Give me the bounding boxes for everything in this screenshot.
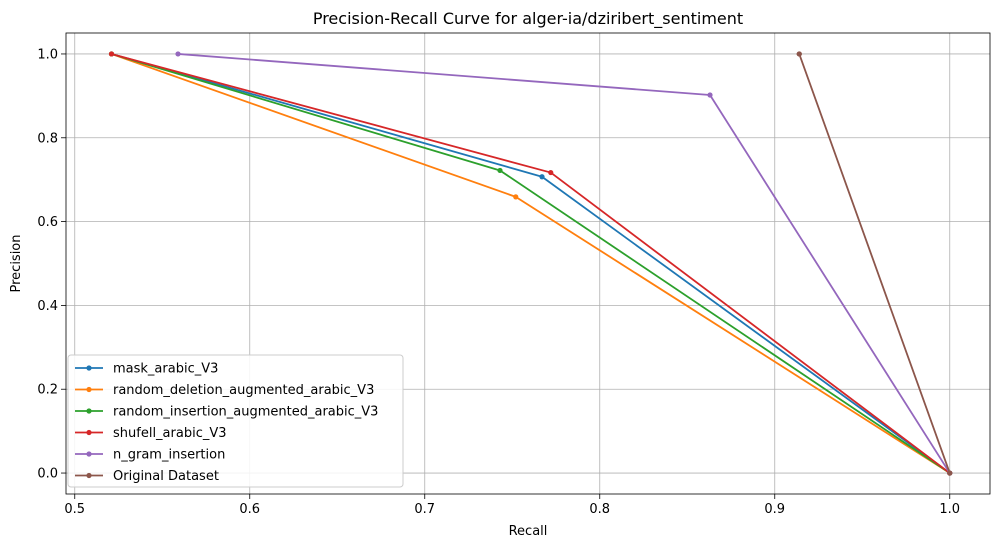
data-point [497,167,503,174]
x-tick-label: 0.6 [239,502,260,517]
legend-label: shufell_arabic_V3 [113,426,227,441]
y-tick-label: 1.0 [37,47,58,62]
y-tick-label: 0.6 [37,215,58,230]
data-point [108,51,115,57]
x-axis-label: Recall [509,524,548,539]
legend-marker [86,365,92,371]
legend-marker [86,386,92,393]
legend-marker [86,451,92,457]
x-tick-label: 1.0 [939,502,960,517]
legend-label: random_insertion_augmented_arabic_V3 [113,405,378,420]
data-point [175,51,181,57]
series-layer [108,51,953,476]
legend-marker [86,472,92,479]
legend-label: mask_arabic_V3 [113,362,218,377]
chart-title: Precision-Recall Curve for alger-ia/dzir… [313,9,743,29]
plot-frame [65,32,991,495]
legend-box [67,354,404,488]
y-tick-label: 0.2 [37,383,58,398]
y-tick-label: 0.0 [37,467,58,482]
x-tick-label: 0.7 [414,502,435,517]
y-tick-label: 0.8 [37,131,58,146]
y-tick-label: 0.4 [37,299,58,314]
y-axis-label: Precision [9,234,24,292]
data-point [513,194,519,200]
legend-label: Original Dataset [113,469,219,484]
legend-marker [86,429,92,436]
series-line [798,53,951,474]
x-tick-label: 0.5 [64,502,85,517]
data-point [947,470,953,476]
legend-label: random_deletion_augmented_arabic_V3 [113,383,374,398]
data-point [548,169,554,176]
axes: 0.5 0.6 0.7 0.8 0.9 1.0 0.0 0.2 0.4 0.6 0.8 1.0 [37,47,960,517]
legend: mask_arabic_V3 random_deletion_augmented_… [67,354,404,488]
data-point [796,51,802,57]
legend-label: n_gram_insertion [113,448,225,463]
x-tick-label: 0.8 [589,502,610,517]
x-tick-label: 0.9 [764,502,785,517]
legend-marker [86,408,92,414]
data-point [707,92,713,98]
data-point [539,174,545,180]
